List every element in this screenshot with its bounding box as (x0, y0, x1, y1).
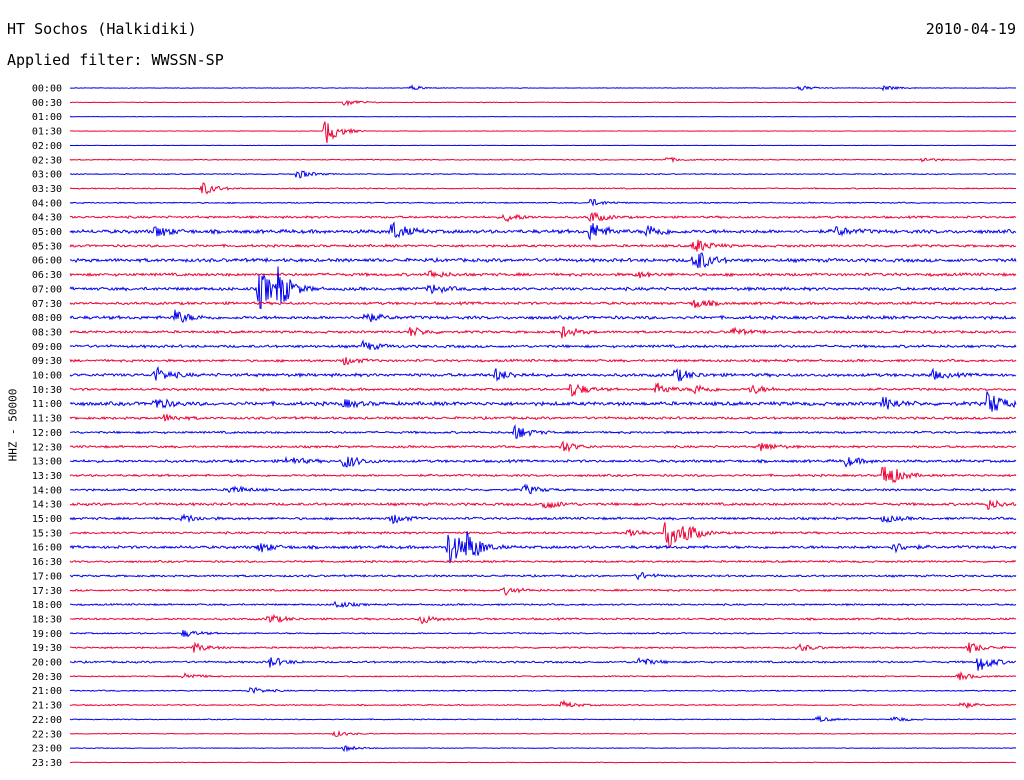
seismic-trace (69, 559, 1017, 564)
time-label: 04:30 (32, 213, 62, 224)
time-label: 00:00 (32, 84, 62, 95)
seismic-trace (69, 483, 1017, 495)
seismic-trace (69, 414, 1017, 422)
seismic-trace (69, 629, 1017, 638)
time-label: 18:30 (32, 614, 62, 625)
seismic-trace (69, 613, 1017, 625)
time-label: 16:00 (32, 543, 62, 554)
seismic-trace (69, 326, 1017, 339)
seismic-trace (69, 170, 1017, 179)
seismic-trace (69, 687, 1017, 695)
time-label: 02:30 (32, 155, 62, 166)
seismic-trace (69, 309, 1017, 324)
seismic-trace (69, 221, 1017, 241)
time-label: 01:30 (32, 127, 62, 138)
seismic-trace (69, 239, 1017, 252)
time-label: 08:00 (32, 313, 62, 324)
time-label: 13:00 (32, 457, 62, 468)
time-label: 09:30 (32, 356, 62, 367)
seismic-trace (69, 357, 1017, 366)
time-label: 01:00 (32, 112, 62, 123)
time-label: 10:00 (32, 371, 62, 382)
time-label: 12:00 (32, 428, 62, 439)
date-label: 2010-04-19 (925, 20, 1016, 38)
time-label: 06:30 (32, 270, 62, 281)
seismic-trace (69, 365, 1017, 382)
seismic-trace (69, 513, 1017, 525)
time-label: 08:30 (32, 327, 62, 338)
seismic-trace (69, 391, 1017, 412)
time-label: 02:00 (32, 141, 62, 152)
station-title: HT Sochos (Halkidiki) (7, 20, 197, 38)
seismic-trace (69, 699, 1017, 709)
time-label: 15:00 (32, 514, 62, 525)
time-label: 20:00 (32, 658, 62, 669)
time-label: 21:00 (32, 686, 62, 697)
time-label: 11:00 (32, 399, 62, 410)
time-label: 18:00 (32, 600, 62, 611)
time-label: 14:30 (32, 500, 62, 511)
seismic-trace (69, 499, 1017, 510)
time-label: 17:30 (32, 586, 62, 597)
time-label: 04:00 (32, 198, 62, 209)
seismic-trace (69, 84, 1017, 92)
time-label: 22:00 (32, 715, 62, 726)
seismic-trace (69, 266, 1017, 309)
time-label: 16:30 (32, 557, 62, 568)
seismic-trace (69, 572, 1017, 581)
seismic-trace (69, 99, 1017, 107)
time-label: 00:30 (32, 98, 62, 109)
seismic-trace (69, 745, 1017, 753)
seismic-trace (69, 586, 1017, 596)
time-label: 03:30 (32, 184, 62, 195)
time-label: 10:30 (32, 385, 62, 396)
seismic-trace (69, 198, 1017, 207)
time-label: 05:30 (32, 241, 62, 252)
seismic-trace (69, 440, 1017, 453)
seismic-trace (69, 466, 1017, 484)
time-label: 14:00 (32, 485, 62, 496)
time-label: 05:00 (32, 227, 62, 238)
seismic-trace (69, 299, 1017, 309)
time-label: 15:30 (32, 528, 62, 539)
seismic-trace (69, 252, 1017, 269)
time-label: 07:30 (32, 299, 62, 310)
seismic-trace (69, 339, 1017, 351)
time-label: 03:00 (32, 170, 62, 181)
seismic-trace (69, 182, 1017, 195)
time-label: 06:00 (32, 256, 62, 267)
seismic-trace (69, 522, 1017, 548)
seismic-trace (69, 714, 1017, 723)
time-label: 21:30 (32, 701, 62, 712)
time-label: 19:30 (32, 643, 62, 654)
seismic-trace (69, 657, 1017, 671)
time-label: 12:30 (32, 442, 62, 453)
time-label: 20:30 (32, 672, 62, 683)
time-label: 22:30 (32, 729, 62, 740)
seismic-trace (69, 729, 1017, 737)
seismic-trace (69, 456, 1017, 468)
seismic-trace (69, 156, 1017, 164)
seismic-trace (69, 270, 1017, 279)
seismic-trace (69, 671, 1017, 681)
seismic-trace (69, 211, 1017, 223)
time-label: 11:30 (32, 414, 62, 425)
seismic-trace (69, 641, 1017, 653)
seismic-trace (69, 761, 1017, 764)
seismic-trace (69, 382, 1017, 397)
seismic-trace (69, 121, 1017, 144)
time-label: 17:00 (32, 571, 62, 582)
time-label: 13:30 (32, 471, 62, 482)
time-label: 09:00 (32, 342, 62, 353)
time-label: 07:00 (32, 284, 62, 295)
time-label: 19:00 (32, 629, 62, 640)
filter-label: Applied filter: WWSSN-SP (7, 51, 224, 69)
seismic-trace (69, 531, 1017, 564)
time-label: 23:00 (32, 744, 62, 755)
seismic-trace (69, 423, 1017, 439)
seismic-trace (69, 600, 1017, 608)
time-label: 23:30 (32, 758, 62, 769)
